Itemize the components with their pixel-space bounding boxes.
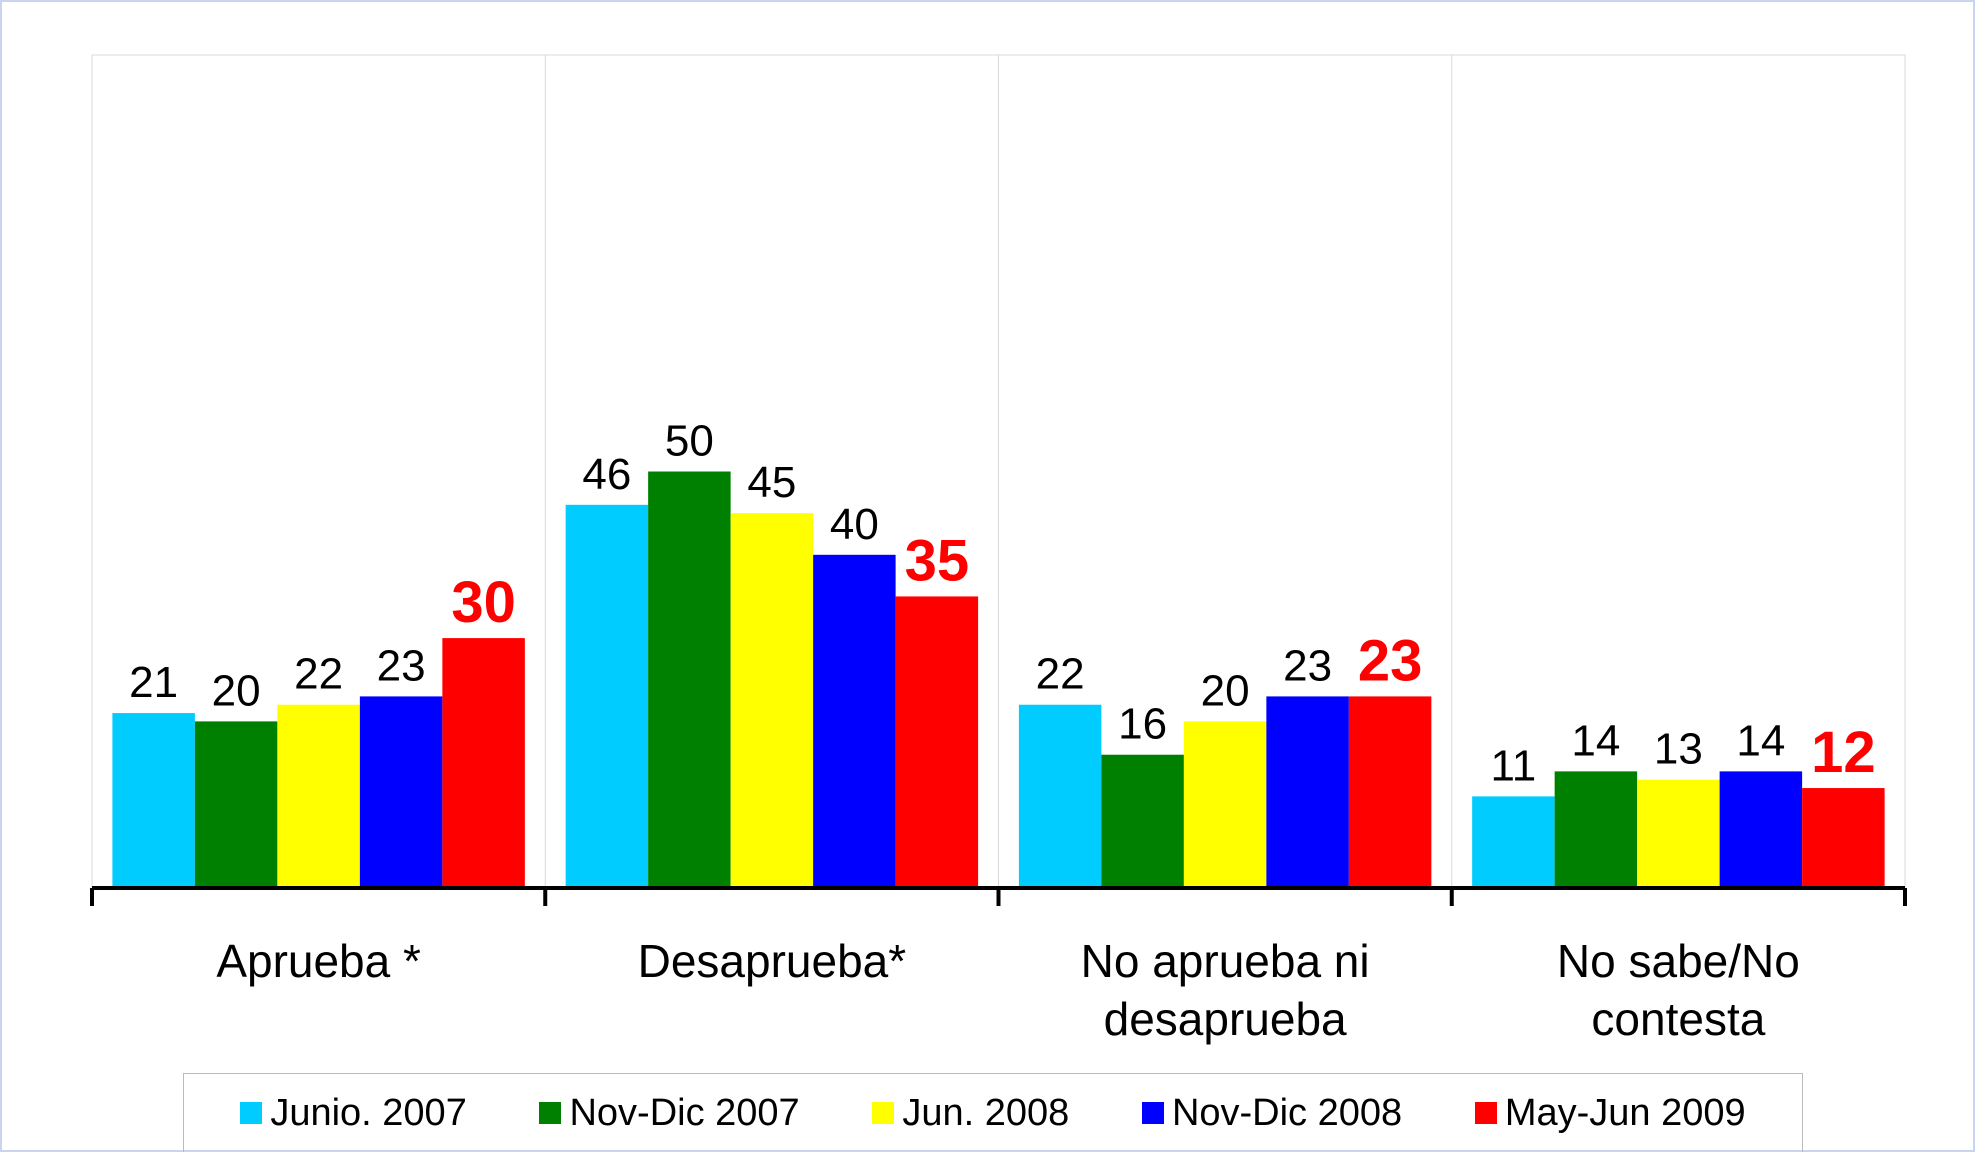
legend-label: Jun. 2008 — [902, 1091, 1070, 1134]
legend-label: Nov-Dic 2008 — [1171, 1091, 1403, 1134]
data-label: 21 — [129, 658, 178, 707]
data-label: 50 — [665, 417, 714, 466]
bar — [442, 638, 525, 888]
legend-label: Nov-Dic 2007 — [569, 1091, 800, 1134]
bar — [1266, 696, 1349, 888]
legend-item: May-Jun 2009 — [1474, 1091, 1746, 1135]
data-label: 22 — [294, 650, 343, 699]
data-label: 40 — [830, 500, 879, 549]
x-tick-label: Aprueba * — [216, 935, 421, 987]
bar — [1101, 754, 1184, 888]
bar — [1554, 771, 1638, 888]
legend-swatch — [1474, 1102, 1497, 1124]
bar — [277, 704, 360, 888]
legend-swatch — [872, 1102, 895, 1124]
bar — [730, 513, 814, 888]
bar — [1472, 796, 1555, 888]
data-label: 12 — [1811, 720, 1876, 785]
x-tick-label: No sabe/No contesta — [1556, 935, 1800, 1045]
data-label: 14 — [1571, 716, 1620, 765]
data-label: 14 — [1736, 716, 1785, 765]
x-tick-label: No aprueba ni desaprueba — [1080, 935, 1370, 1045]
legend-item: Junio. 2007 — [240, 1092, 467, 1135]
data-label: 20 — [212, 666, 261, 715]
data-label: 30 — [451, 570, 516, 635]
bar — [359, 696, 443, 888]
data-label: 23 — [377, 641, 426, 690]
data-label: 11 — [1491, 741, 1537, 790]
bar — [1802, 788, 1885, 888]
legend-swatch — [240, 1102, 263, 1124]
data-label: 45 — [747, 458, 796, 507]
data-label: 13 — [1654, 725, 1703, 774]
bar — [648, 471, 731, 888]
bar — [1183, 721, 1267, 888]
legend-item: Nov-Dic 2008 — [1141, 1091, 1403, 1135]
legend-item: Jun. 2008 — [872, 1092, 1069, 1135]
bar — [895, 596, 979, 888]
bar — [194, 721, 278, 888]
bar — [813, 554, 896, 888]
bar — [1637, 779, 1720, 888]
bar — [1018, 704, 1102, 888]
bar — [565, 504, 649, 888]
x-tick-label: Desaprueba* — [637, 935, 907, 987]
bar — [1719, 771, 1803, 888]
legend-item: Nov-Dic 2007 — [539, 1091, 800, 1135]
data-label: 46 — [582, 450, 631, 499]
legend-label: Junio. 2007 — [270, 1091, 467, 1134]
legend-swatch — [539, 1102, 562, 1124]
data-label: 23 — [1358, 628, 1423, 693]
data-label: 20 — [1201, 666, 1250, 715]
legend: Junio. 2007 Nov-Dic 2007 Jun. 2008 Nov-Dic … — [183, 1073, 1803, 1152]
legend-swatch — [1141, 1102, 1164, 1124]
data-label: 23 — [1283, 641, 1332, 690]
data-label: 16 — [1118, 700, 1167, 749]
legend-label: May-Jun 2009 — [1504, 1091, 1746, 1134]
bar — [1348, 696, 1432, 888]
bar — [112, 713, 195, 888]
data-label: 22 — [1036, 650, 1085, 699]
data-label: 35 — [905, 528, 970, 593]
